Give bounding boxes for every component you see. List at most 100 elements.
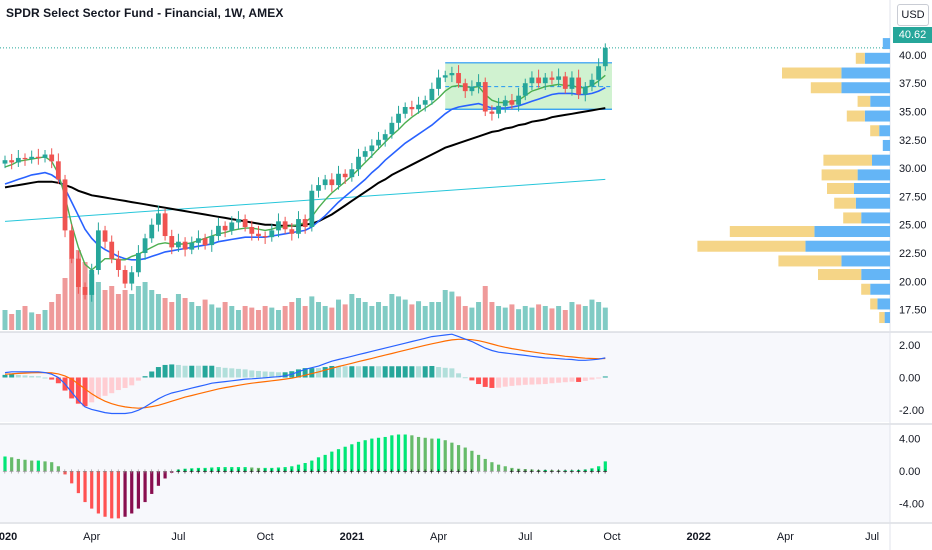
last-price-label: 40.62 [893,27,932,43]
momentum-cross-marker: + [189,467,194,476]
volume-bar [369,306,375,330]
momentum-cross-marker: + [429,467,434,476]
candle-body [562,76,568,89]
currency-button[interactable]: USD [897,4,929,26]
momentum-bar [597,466,601,472]
candle-body [449,73,455,76]
macd-line [4,333,606,415]
momentum-bar [50,462,54,472]
volume-bar [422,306,428,330]
candle-body [382,134,388,140]
momentum-bar [550,470,554,472]
volume-bar [95,282,101,330]
candle-body [262,236,268,238]
momentum-cross-marker: + [449,467,454,476]
volume-bar [589,299,595,330]
volume-profile-down-bar [823,154,872,166]
macd-histogram-bar [135,377,141,381]
volume-bar [542,306,548,330]
momentum-bar [236,467,241,472]
momentum-cross-marker: + [283,467,288,476]
macd-histogram-bar [122,377,128,388]
volume-bar [476,302,482,330]
momentum-cross-marker: + [576,467,581,476]
volume-bar [509,304,515,330]
momentum-bar [370,438,374,472]
volume-bar [322,306,328,330]
candle-body [469,86,475,92]
time-axis-tick: Apr [83,531,100,543]
volume-profile-down-bar [855,52,865,64]
candle-body [169,236,175,248]
momentum-bar [403,434,407,472]
momentum-cross-marker: + [363,467,368,476]
momentum-cross-marker: + [69,467,74,476]
momentum-cross-marker: + [3,467,8,476]
volume-profile-up-bar [864,52,890,64]
macd-histogram-bar [155,367,161,378]
candle-body [436,77,441,89]
macd-histogram-bar [502,377,508,387]
macd-histogram-bar [429,365,435,378]
volume-bar [349,294,355,330]
candle-body [476,82,481,87]
macd-histogram-bar [222,367,228,378]
candle-body [342,173,348,178]
volume-profile-up-bar [870,95,890,107]
macd-histogram-bar [356,366,362,378]
volume-bar [536,304,542,330]
momentum-axis-tick: 0.00 [899,466,920,478]
momentum-cross-marker: + [383,467,388,476]
volume-bar [155,294,161,330]
momentum-cross-marker: + [36,467,41,476]
candle-body [15,157,21,163]
volume-bar [516,309,522,330]
momentum-bar [256,467,261,472]
momentum-cross-marker: + [323,467,328,476]
macd-histogram-bar [29,375,35,378]
volume-bar [149,290,155,330]
momentum-bar [590,468,594,472]
momentum-bar [470,450,474,472]
macd-histogram-bar [402,366,408,378]
momentum-cross-marker: + [169,467,174,476]
momentum-cross-marker: + [583,467,588,476]
candle-body [402,106,408,114]
candle-body [456,73,461,84]
macd-histogram-bar [275,372,281,378]
momentum-cross-marker: + [483,467,488,476]
momentum-cross-marker: + [303,467,308,476]
macd-histogram-bar [509,377,515,386]
macd-axis-tick: -2.00 [899,405,924,417]
momentum-bar [243,467,247,472]
volume-bar [442,290,448,330]
time-axis-tick: Jul [171,531,185,543]
price-axis-tick: 22.50 [899,248,927,260]
volume-profile-down-bar [870,125,880,137]
candle-body [109,241,115,259]
candle-body [362,151,368,157]
volume-profile-up-bar [882,38,890,50]
price-axis-tick: 17.50 [899,305,927,317]
momentum-bar [30,460,34,472]
macd-histogram-bar [542,377,548,385]
candle-body [442,75,448,78]
momentum-bar [323,454,327,472]
volume-bar [329,307,335,330]
macd-histogram-bar [382,366,388,378]
momentum-bar [296,464,301,472]
momentum-bar [416,436,421,472]
candle-body [289,229,295,234]
momentum-cross-marker: + [56,467,61,476]
candle-body [136,253,141,273]
momentum-axis-tick: -4.00 [899,499,924,511]
momentum-cross-marker: + [256,467,261,476]
momentum-cross-marker: + [376,467,381,476]
candle-body [242,219,248,227]
macd-histogram-bar [269,371,275,378]
time-axis-tick: Apr [777,531,794,543]
macd-histogram-bar [89,377,95,403]
candle-body [202,238,208,246]
momentum-cross-marker: + [16,467,21,476]
